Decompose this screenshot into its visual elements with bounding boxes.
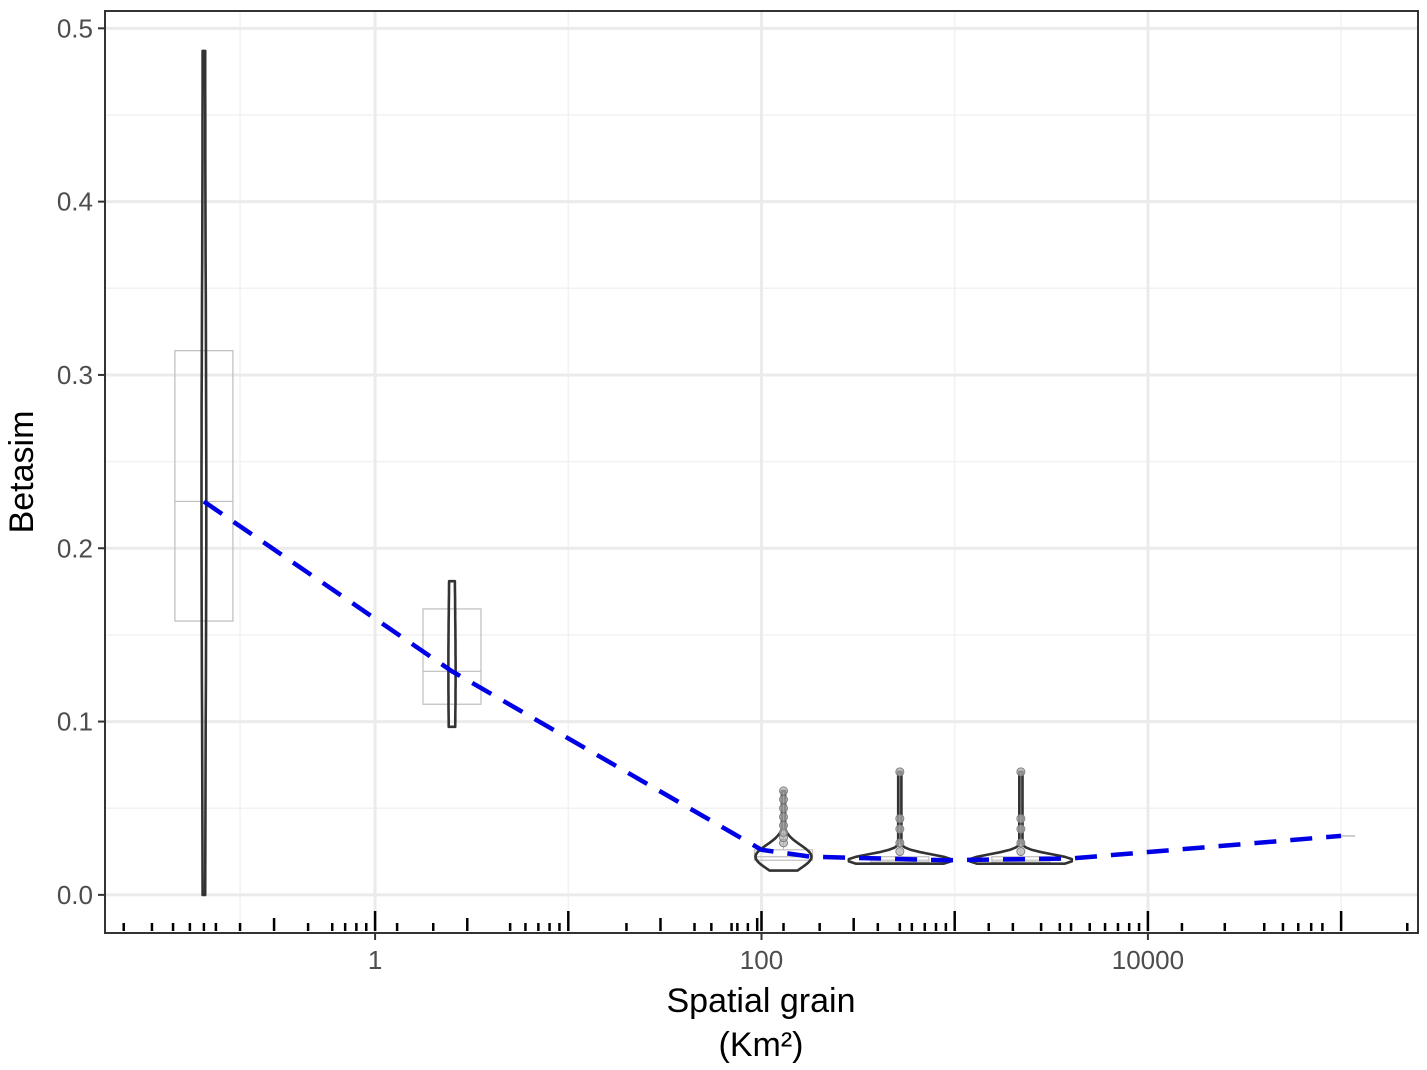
y-axis: 0.0 0.1 0.2 0.3 0.4 0.5	[57, 13, 105, 910]
outlier-point	[895, 767, 905, 777]
y-axis-title: Betasim	[3, 411, 41, 534]
x-tick-label: 100	[740, 945, 783, 975]
outlier-point	[1016, 847, 1026, 857]
outlier-point	[779, 821, 789, 831]
y-tick-label: 0.4	[57, 187, 93, 217]
outlier-point	[1016, 767, 1026, 777]
outlier-point	[1016, 814, 1026, 824]
x-axis: 1 100 10000	[368, 933, 1184, 975]
outlier-point	[1016, 824, 1026, 834]
outlier-point	[779, 795, 789, 805]
x-tick-label: 1	[368, 945, 382, 975]
y-tick-label: 0.0	[57, 880, 93, 910]
outlier-point	[779, 786, 789, 796]
box	[422, 608, 482, 705]
y-tick-label: 0.3	[57, 360, 93, 390]
grid-major	[105, 11, 1418, 933]
y-tick-label: 0.1	[57, 707, 93, 737]
outlier-point	[895, 824, 905, 834]
outlier-point	[1016, 838, 1026, 848]
trend-line	[202, 499, 1342, 863]
y-tick-label: 0.5	[57, 13, 93, 43]
y-tick-label: 0.2	[57, 533, 93, 563]
outlier-point	[895, 838, 905, 848]
violin	[200, 49, 208, 897]
x-axis-unit: (Km²)	[719, 1026, 804, 1064]
outlier-points	[779, 767, 1026, 857]
outlier-point	[779, 812, 789, 822]
x-tick-label: 10000	[1112, 945, 1184, 975]
box	[174, 350, 234, 622]
outlier-point	[895, 847, 905, 857]
rug-ticks	[122, 911, 1409, 931]
outlier-point	[895, 814, 905, 824]
x-axis-title: Spatial grain	[666, 982, 855, 1020]
trend-line-group	[202, 499, 1356, 863]
outlier-point	[779, 803, 789, 813]
violin	[447, 579, 457, 729]
